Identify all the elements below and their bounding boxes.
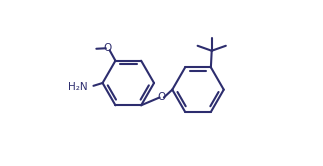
Text: O: O: [104, 43, 112, 53]
Text: H₂N: H₂N: [68, 82, 88, 92]
Text: O: O: [158, 92, 166, 102]
